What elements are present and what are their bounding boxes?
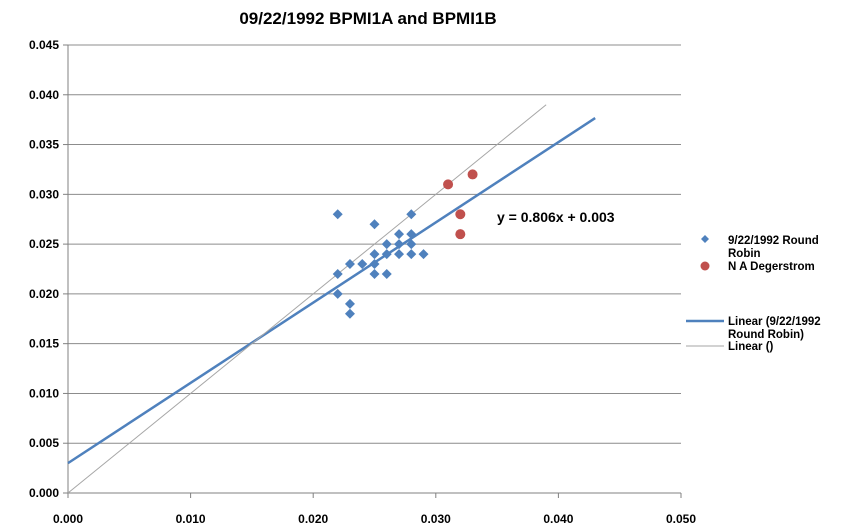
chart-title: 09/22/1992 BPMI1A and BPMI1B bbox=[239, 9, 496, 28]
x-tick-label: 0.010 bbox=[176, 512, 206, 526]
round-robin-point bbox=[381, 268, 392, 279]
y-tick-label: 0.035 bbox=[29, 138, 59, 152]
round-robin-point bbox=[394, 229, 405, 240]
trendline-equation: y = 0.806x + 0.003 bbox=[497, 209, 615, 225]
trendlines bbox=[67, 104, 596, 494]
round-robin-point bbox=[369, 249, 380, 260]
y-tick-label: 0.010 bbox=[29, 386, 59, 400]
y-tick-label: 0.000 bbox=[29, 486, 59, 500]
round-robin-point bbox=[406, 249, 417, 260]
round-robin-point bbox=[381, 239, 392, 250]
degerstrom-point bbox=[467, 169, 478, 180]
round-robin-point bbox=[406, 229, 417, 240]
trendline-identity bbox=[67, 104, 547, 494]
degerstrom-point bbox=[455, 229, 466, 240]
round-robin-point bbox=[394, 239, 405, 250]
round-robin-point bbox=[369, 268, 380, 279]
round-robin-point bbox=[406, 239, 417, 250]
round-robin-point bbox=[332, 209, 343, 220]
x-tick-label: 0.040 bbox=[543, 512, 573, 526]
y-tick-label: 0.015 bbox=[29, 337, 59, 351]
round-robin-point bbox=[332, 268, 343, 279]
x-tick-label: 0.030 bbox=[421, 512, 451, 526]
round-robin-point bbox=[344, 298, 355, 309]
y-tick-label: 0.005 bbox=[29, 436, 59, 450]
y-tick-label: 0.025 bbox=[29, 237, 59, 251]
y-tick-label: 0.040 bbox=[29, 88, 59, 102]
legend-label-degerstrom: N A Degerstrom bbox=[728, 261, 815, 273]
y-tick-label: 0.030 bbox=[29, 187, 59, 201]
legend-label-round-robin: 9/22/1992 Round Robin bbox=[728, 235, 819, 260]
legend-marker-round-robin bbox=[701, 235, 709, 243]
axes: 0.000 0.005 0.010 0.015 0.020 0.025 0.030 0.035… bbox=[29, 38, 696, 526]
round-robin-point bbox=[369, 219, 380, 230]
legend-label-trend-1: Linear (9/22/1992 Round Robin) bbox=[728, 316, 821, 341]
legend-marker-degerstrom bbox=[700, 261, 710, 271]
degerstrom-point bbox=[443, 179, 454, 190]
data-points bbox=[332, 169, 478, 319]
y-tick-label: 0.020 bbox=[29, 287, 59, 301]
x-tick-label: 0.000 bbox=[53, 512, 83, 526]
round-robin-point bbox=[418, 249, 429, 260]
round-robin-point bbox=[344, 308, 355, 319]
round-robin-point bbox=[369, 259, 380, 270]
legend-label-trend-2: Linear () bbox=[728, 341, 774, 353]
x-tick-label: 0.050 bbox=[666, 512, 696, 526]
round-robin-point bbox=[344, 259, 355, 270]
y-tick-label: 0.045 bbox=[29, 38, 59, 52]
round-robin-point bbox=[332, 288, 343, 299]
degerstrom-point bbox=[455, 209, 466, 220]
round-robin-point bbox=[381, 249, 392, 260]
x-tick-label: 0.020 bbox=[298, 512, 328, 526]
trendline-round-robin bbox=[67, 117, 596, 465]
round-robin-point bbox=[357, 259, 368, 270]
round-robin-point bbox=[406, 209, 417, 220]
round-robin-point bbox=[394, 249, 405, 260]
